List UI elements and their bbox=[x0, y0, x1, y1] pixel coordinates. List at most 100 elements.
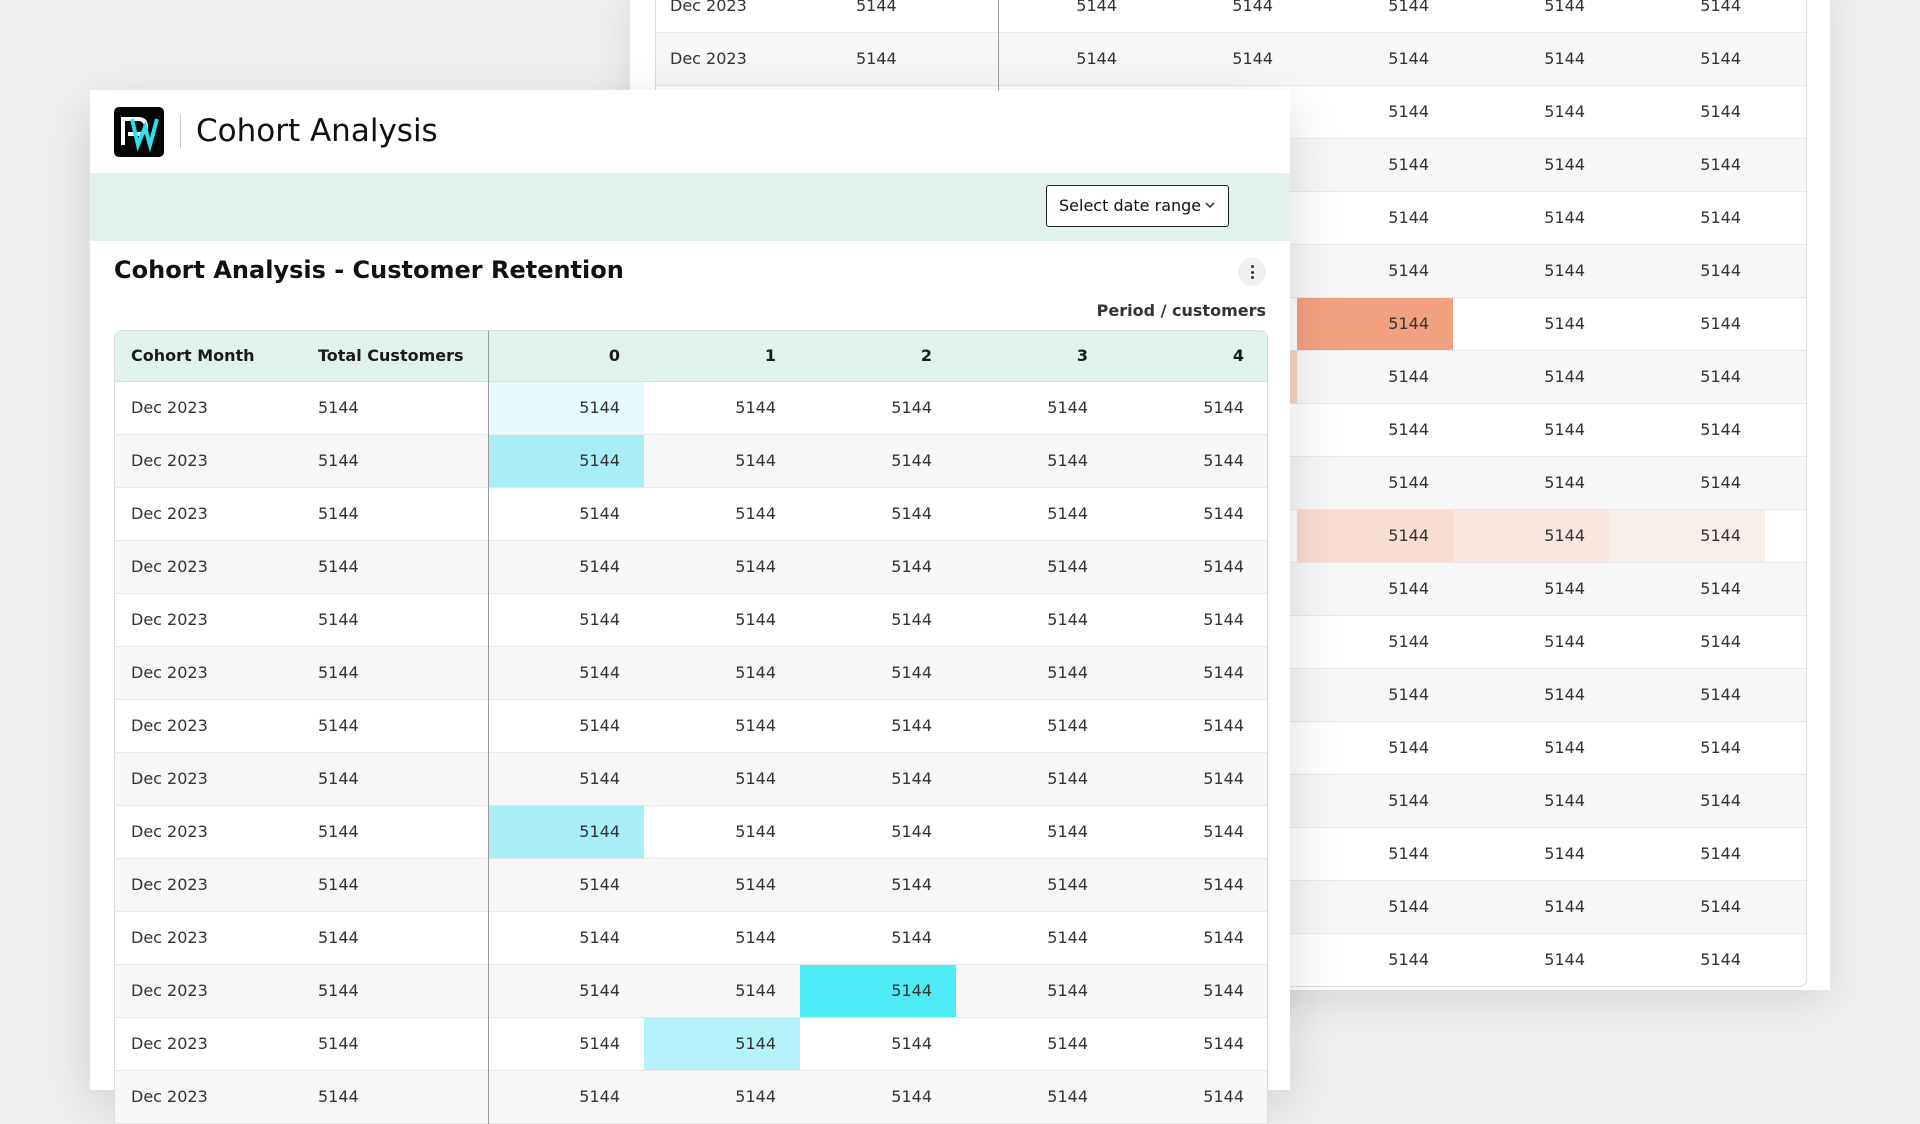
total-customers-cell: 5144 bbox=[318, 981, 359, 1000]
retention-cell: 5144 bbox=[891, 451, 932, 470]
retention-cell: 5144 bbox=[579, 610, 620, 629]
retention-cell: 5144 bbox=[1203, 822, 1244, 841]
retention-cell: 5144 bbox=[1203, 716, 1244, 735]
background-cohort-month-cell: Dec 2023 bbox=[670, 0, 747, 15]
table-row: Dec 2023 5144 5144 5144 5144 5144 5144 bbox=[115, 859, 1267, 912]
table-header: Cohort Month Total Customers 0 1 2 3 4 bbox=[115, 331, 1267, 382]
total-customers-cell: 5144 bbox=[318, 1034, 359, 1053]
retention-cell: 5144 bbox=[735, 663, 776, 682]
retention-cell: 5144 bbox=[735, 875, 776, 894]
col-header-period-3[interactable]: 3 bbox=[1076, 346, 1088, 365]
cohort-month-cell: Dec 2023 bbox=[131, 822, 208, 841]
total-customers-cell: 5144 bbox=[318, 716, 359, 735]
date-range-select[interactable]: Select date range bbox=[1046, 185, 1229, 227]
retention-cell: 5144 bbox=[1203, 610, 1244, 629]
background-retention-cell: 5144 bbox=[1700, 0, 1741, 15]
table-row: Dec 2023 5144 5144 5144 5144 5144 5144 bbox=[115, 806, 1267, 859]
cohort-month-cell: Dec 2023 bbox=[131, 716, 208, 735]
table-row: Dec 2023 5144 5144 5144 5144 5144 5144 bbox=[115, 647, 1267, 700]
background-retention-cell: 5144 bbox=[1076, 0, 1117, 15]
col-header-period-4[interactable]: 4 bbox=[1232, 346, 1244, 365]
total-customers-cell: 5144 bbox=[318, 875, 359, 894]
background-retention-cell: 5144 bbox=[1388, 155, 1429, 174]
background-retention-cell: 5144 bbox=[1700, 685, 1741, 704]
retention-cell: 5144 bbox=[891, 822, 932, 841]
background-retention-cell: 5144 bbox=[1388, 420, 1429, 439]
period-customers-label: Period / customers bbox=[1096, 301, 1266, 320]
background-retention-cell: 5144 bbox=[1544, 420, 1585, 439]
retention-cell: 5144 bbox=[1047, 663, 1088, 682]
total-customers-cell: 5144 bbox=[318, 398, 359, 417]
retention-cell: 5144 bbox=[1203, 1087, 1244, 1106]
retention-cell: 5144 bbox=[891, 716, 932, 735]
table-row: Dec 2023 5144 5144 5144 5144 5144 5144 bbox=[115, 912, 1267, 965]
retention-cell: 5144 bbox=[735, 451, 776, 470]
background-retention-cell: 5144 bbox=[1544, 102, 1585, 121]
background-total-customers-cell: 5144 bbox=[856, 49, 897, 68]
background-retention-cell: 5144 bbox=[1700, 102, 1741, 121]
retention-cell: 5144 bbox=[1047, 981, 1088, 1000]
table-row: Dec 2023 5144 5144 5144 5144 5144 5144 bbox=[115, 965, 1267, 1018]
header-divider bbox=[180, 115, 181, 148]
retention-cell: 5144 bbox=[735, 1087, 776, 1106]
background-retention-cell: 5144 bbox=[1388, 897, 1429, 916]
retention-cell: 5144 bbox=[1203, 769, 1244, 788]
table-row: Dec 2023 5144 5144 5144 5144 5144 5144 bbox=[115, 488, 1267, 541]
retention-cell: 5144 bbox=[1047, 1087, 1088, 1106]
col-header-period-2[interactable]: 2 bbox=[920, 346, 932, 365]
background-cohort-month-cell: Dec 2023 bbox=[670, 49, 747, 68]
retention-cell: 5144 bbox=[800, 965, 956, 1017]
table-row: Dec 2023 5144 5144 5144 5144 5144 5144 bbox=[115, 435, 1267, 488]
table-row: Dec 2023 5144 5144 5144 5144 5144 5144 bbox=[115, 753, 1267, 806]
col-header-period-0[interactable]: 0 bbox=[608, 346, 620, 365]
filter-toolbar: Select date range bbox=[90, 173, 1290, 241]
retention-cell: 5144 bbox=[1047, 610, 1088, 629]
background-retention-cell: 5144 bbox=[1544, 579, 1585, 598]
cohort-month-cell: Dec 2023 bbox=[131, 504, 208, 523]
background-retention-cell: 5144 bbox=[1388, 473, 1429, 492]
background-retention-cell: 5144 bbox=[1076, 49, 1117, 68]
total-customers-cell: 5144 bbox=[318, 451, 359, 470]
retention-cell: 5144 bbox=[579, 1087, 620, 1106]
retention-cell: 5144 bbox=[579, 769, 620, 788]
cohort-table: Cohort Month Total Customers 0 1 2 3 4 Dec 202… bbox=[114, 330, 1268, 1124]
retention-cell: 5144 bbox=[1047, 1034, 1088, 1053]
retention-cell: 5144 bbox=[735, 928, 776, 947]
background-retention-cell: 5144 bbox=[1700, 367, 1741, 386]
background-retention-cell: 5144 bbox=[1544, 49, 1585, 68]
retention-cell: 5144 bbox=[1203, 557, 1244, 576]
col-header-cohort-month[interactable]: Cohort Month bbox=[131, 346, 255, 365]
background-retention-cell: 5144 bbox=[1700, 579, 1741, 598]
total-customers-cell: 5144 bbox=[318, 822, 359, 841]
retention-cell: 5144 bbox=[1203, 1034, 1244, 1053]
retention-cell: 5144 bbox=[579, 928, 620, 947]
table-row: Dec 2023 5144 5144 5144 5144 5144 5144 bbox=[115, 594, 1267, 647]
background-retention-cell: 5144 bbox=[1700, 950, 1741, 969]
retention-cell: 5144 bbox=[891, 610, 932, 629]
retention-cell: 5144 bbox=[891, 663, 932, 682]
retention-cell: 5144 bbox=[579, 1034, 620, 1053]
background-retention-cell: 5144 bbox=[1700, 791, 1741, 810]
background-retention-cell: 5144 bbox=[1544, 155, 1585, 174]
retention-cell: 5144 bbox=[891, 504, 932, 523]
background-retention-cell: 5144 bbox=[1297, 510, 1453, 562]
background-retention-cell: 5144 bbox=[1388, 844, 1429, 863]
retention-cell: 5144 bbox=[891, 875, 932, 894]
retention-cell: 5144 bbox=[579, 875, 620, 894]
total-customers-cell: 5144 bbox=[318, 663, 359, 682]
total-customers-cell: 5144 bbox=[318, 504, 359, 523]
more-vertical-icon[interactable] bbox=[1238, 258, 1266, 286]
retention-cell: 5144 bbox=[579, 663, 620, 682]
retention-cell: 5144 bbox=[735, 822, 776, 841]
retention-cell: 5144 bbox=[1047, 504, 1088, 523]
background-retention-cell: 5144 bbox=[1700, 314, 1741, 333]
background-retention-cell: 5144 bbox=[1544, 685, 1585, 704]
retention-cell: 5144 bbox=[579, 716, 620, 735]
retention-cell: 5144 bbox=[891, 557, 932, 576]
retention-cell: 5144 bbox=[735, 504, 776, 523]
page-title: Cohort Analysis bbox=[196, 113, 438, 149]
retention-cell: 5144 bbox=[488, 382, 644, 434]
col-header-total-customers[interactable]: Total Customers bbox=[318, 346, 464, 365]
col-header-period-1[interactable]: 1 bbox=[764, 346, 776, 365]
cohort-month-cell: Dec 2023 bbox=[131, 875, 208, 894]
